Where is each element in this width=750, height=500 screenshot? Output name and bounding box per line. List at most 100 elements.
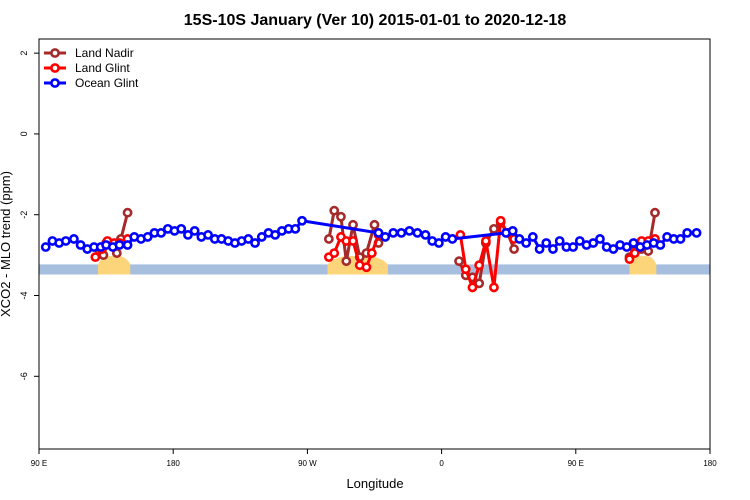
data-point-land-nadir bbox=[454, 256, 464, 267]
data-point-land-nadir bbox=[122, 207, 133, 218]
data-point-ocean-glint bbox=[412, 227, 423, 238]
data-point-ocean-glint bbox=[243, 234, 254, 244]
legend-item-land-glint: Land Glint bbox=[44, 61, 130, 75]
data-point-ocean-glint bbox=[574, 236, 585, 246]
y-tick-label: 0 bbox=[19, 131, 29, 136]
chart-title: 15S-10S January (Ver 10) 2015-01-01 to 2… bbox=[184, 12, 567, 29]
legend-label: Land Glint bbox=[75, 61, 130, 75]
data-point-ocean-glint bbox=[373, 227, 384, 238]
data-point-ocean-glint bbox=[434, 238, 444, 248]
data-point-land-nadir bbox=[489, 223, 499, 234]
data-point-ocean-glint bbox=[548, 244, 558, 254]
data-point-ocean-glint bbox=[388, 227, 399, 238]
data-point-ocean-glint bbox=[270, 230, 281, 240]
series-ocean-glint bbox=[40, 215, 702, 254]
data-point-ocean-glint bbox=[156, 227, 167, 238]
data-point-land-glint bbox=[329, 248, 340, 258]
data-point-land-nadir bbox=[341, 256, 352, 267]
legend-label: Ocean Glint bbox=[75, 76, 139, 90]
data-point-land-glint bbox=[460, 264, 471, 275]
data-point-ocean-glint bbox=[297, 215, 307, 226]
data-point-land-glint bbox=[90, 252, 101, 263]
y-tick-label: -6 bbox=[19, 372, 29, 380]
y-tick-label: 2 bbox=[19, 51, 29, 56]
series-land-glint bbox=[323, 230, 384, 273]
data-point-ocean-glint bbox=[628, 238, 639, 248]
data-point-land-nadir bbox=[336, 211, 346, 222]
data-point-ocean-glint bbox=[507, 225, 518, 236]
data-point-land-nadir bbox=[369, 219, 380, 230]
data-point-land-nadir bbox=[323, 234, 334, 244]
series-land-glint bbox=[455, 215, 519, 293]
data-point-ocean-glint bbox=[621, 242, 632, 252]
data-point-ocean-glint bbox=[595, 234, 605, 244]
data-point-ocean-glint bbox=[290, 223, 301, 234]
data-point-ocean-glint bbox=[176, 223, 187, 234]
data-point-ocean-glint bbox=[380, 232, 391, 242]
data-point-ocean-glint bbox=[396, 227, 407, 238]
x-axis: 90 E 180 90 W 0 90 E 180 bbox=[31, 449, 717, 468]
data-point-ocean-glint bbox=[404, 225, 415, 236]
series-land-nadir bbox=[323, 205, 384, 267]
data-point-land-glint bbox=[480, 236, 491, 246]
data-point-land-glint bbox=[348, 236, 358, 246]
land-region-2 bbox=[629, 255, 657, 275]
data-point-ocean-glint bbox=[682, 227, 693, 238]
plot-frame bbox=[38, 38, 711, 450]
data-point-ocean-glint bbox=[75, 240, 86, 250]
data-point-ocean-glint bbox=[541, 238, 552, 248]
x-tick-label: 90 E bbox=[31, 459, 47, 468]
data-point-ocean-glint bbox=[122, 240, 133, 250]
data-point-ocean-glint bbox=[527, 232, 538, 242]
data-point-land-glint bbox=[366, 248, 377, 258]
x-tick-label: 0 bbox=[439, 459, 444, 468]
data-point-ocean-glint bbox=[608, 244, 619, 254]
data-point-ocean-glint bbox=[142, 232, 153, 242]
data-point-land-nadir bbox=[329, 205, 340, 216]
legend-label: Land Nadir bbox=[75, 46, 134, 60]
data-point-land-glint bbox=[474, 260, 485, 271]
plot-area bbox=[39, 205, 710, 293]
y-tick-label: -4 bbox=[19, 291, 29, 299]
data-point-land-nadir bbox=[474, 278, 485, 289]
data-point-land-glint bbox=[467, 282, 478, 293]
data-point-land-nadir bbox=[509, 244, 519, 254]
data-point-ocean-glint bbox=[420, 230, 431, 240]
legend-swatch-marker bbox=[50, 63, 60, 73]
x-axis-label: Longitude bbox=[346, 476, 403, 491]
data-point-ocean-glint bbox=[256, 232, 267, 242]
x-tick-label: 180 bbox=[703, 459, 717, 468]
x-tick-label: 90 W bbox=[298, 459, 317, 468]
data-point-ocean-glint bbox=[521, 238, 532, 248]
data-point-ocean-glint bbox=[534, 244, 545, 254]
legend-swatch-marker bbox=[50, 48, 60, 58]
data-point-ocean-glint bbox=[40, 242, 51, 252]
legend-item-ocean-glint: Ocean Glint bbox=[44, 76, 139, 90]
x-tick-label: 180 bbox=[167, 459, 181, 468]
y-tick-label: -2 bbox=[19, 211, 29, 219]
data-point-ocean-glint bbox=[250, 238, 260, 248]
data-point-land-glint bbox=[495, 215, 506, 226]
data-point-land-glint bbox=[489, 282, 499, 293]
data-point-ocean-glint bbox=[189, 225, 200, 236]
data-point-ocean-glint bbox=[68, 234, 79, 244]
y-axis: 2 0 -2 -4 -6 bbox=[19, 51, 39, 380]
data-point-ocean-glint bbox=[114, 240, 125, 250]
data-point-land-nadir bbox=[650, 207, 660, 218]
data-point-ocean-glint bbox=[514, 234, 525, 244]
data-point-ocean-glint bbox=[675, 234, 686, 244]
data-point-ocean-glint bbox=[183, 230, 193, 240]
data-point-land-glint bbox=[629, 248, 640, 258]
data-point-ocean-glint bbox=[588, 238, 599, 248]
data-point-ocean-glint bbox=[554, 236, 565, 246]
data-point-land-glint bbox=[361, 262, 372, 273]
data-point-ocean-glint bbox=[60, 236, 71, 246]
data-point-land-glint bbox=[624, 254, 635, 265]
legend-item-land-nadir: Land Nadir bbox=[44, 46, 134, 60]
x-tick-label: 90 E bbox=[568, 459, 584, 468]
data-point-ocean-glint bbox=[447, 234, 458, 244]
data-point-ocean-glint bbox=[655, 240, 666, 250]
land-region-0 bbox=[98, 255, 131, 275]
